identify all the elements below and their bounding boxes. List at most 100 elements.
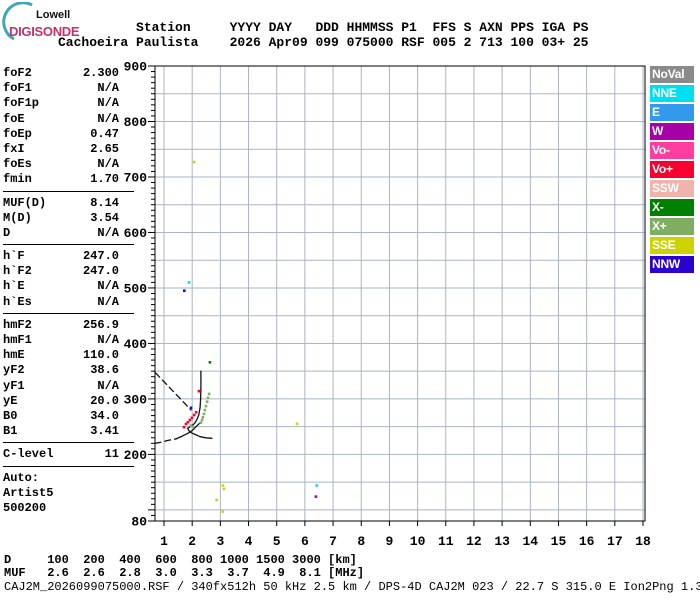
param-label: C-level bbox=[3, 447, 54, 462]
echo-point-vo+ bbox=[192, 413, 196, 417]
param-value: 38.6 bbox=[90, 363, 119, 378]
param-row: B1 3.41 bbox=[3, 424, 134, 439]
separator-line bbox=[3, 312, 134, 314]
param-row: foF1p N/A bbox=[3, 96, 134, 111]
param-label: foF1p bbox=[3, 96, 40, 111]
param-value: 247.0 bbox=[82, 264, 119, 279]
echo-point-x+ bbox=[199, 421, 203, 425]
echo-point-x+ bbox=[201, 415, 205, 419]
echo-point-x+ bbox=[203, 408, 207, 412]
param-row: B0 34.0 bbox=[3, 409, 134, 424]
param-row: fxI 2.65 bbox=[3, 142, 134, 157]
legend-item-x: X+ bbox=[650, 218, 694, 235]
y-axis-tick-label: 900 bbox=[124, 60, 148, 75]
param-row: hmF1 N/A bbox=[3, 333, 134, 348]
param-value: N/A bbox=[97, 333, 119, 347]
y-axis-tick-label: 600 bbox=[124, 226, 148, 241]
echo-point-vo+ bbox=[190, 416, 194, 420]
x-axis-tick-label: 1 bbox=[160, 534, 168, 549]
param-label: M(D) bbox=[3, 210, 32, 225]
legend-item-e: E bbox=[650, 104, 694, 121]
param-label: hmE bbox=[3, 348, 25, 363]
y-axis-tick-label: 500 bbox=[124, 281, 148, 296]
param-label: yF1 bbox=[3, 378, 25, 393]
direction-legend: NoVal NNE E W Vo- Vo+ SSW X- X+ SSE NNW bbox=[650, 66, 695, 275]
param-row: C-level 11 bbox=[3, 447, 134, 462]
legend-item-noval: NoVal bbox=[650, 66, 694, 83]
echo-point-sse bbox=[222, 487, 226, 491]
param-label: fxI bbox=[3, 141, 25, 156]
x-axis-tick-label: 18 bbox=[635, 534, 651, 549]
echo-point-x+ bbox=[200, 418, 204, 422]
legend-item-vo: Vo- bbox=[650, 142, 694, 159]
echo-point-nne bbox=[315, 484, 319, 487]
digisonde-logo: Lowell DIGISONDE bbox=[2, 1, 122, 42]
parameter-panel: foF2 2.300 foF1 N/A foF1p N/A foE N/A foEp 0.47 fx… bbox=[3, 66, 134, 516]
y-axis-tick-label: 400 bbox=[124, 337, 148, 352]
logo-digisonde-text: DIGISONDE bbox=[9, 24, 80, 39]
param-label: h`E bbox=[3, 279, 25, 294]
x-axis-tick-label: 11 bbox=[438, 534, 454, 549]
param-row: yE 20.0 bbox=[3, 394, 134, 409]
param-value: 256.9 bbox=[82, 317, 119, 332]
autoscaling-info-line: Artist5 bbox=[3, 485, 54, 500]
param-label: foE bbox=[3, 111, 25, 126]
echo-point-vo+ bbox=[194, 410, 198, 414]
chart-frame bbox=[154, 65, 646, 522]
curve-artist-trace-fit bbox=[187, 370, 213, 439]
param-value: N/A bbox=[97, 157, 119, 172]
x-axis-tick-label: 13 bbox=[494, 534, 510, 549]
param-value: N/A bbox=[97, 225, 119, 240]
param-value: N/A bbox=[97, 378, 119, 393]
param-value: 2.300 bbox=[82, 66, 119, 80]
x-axis-tick-label: 9 bbox=[386, 534, 394, 549]
echo-point-x- bbox=[208, 361, 212, 364]
param-row: h`E N/A bbox=[3, 279, 134, 294]
x-axis-tick-label: 16 bbox=[579, 534, 595, 549]
echo-point-sse bbox=[221, 484, 225, 487]
legend-item-x: X- bbox=[650, 199, 694, 216]
param-row: foE N/A bbox=[3, 112, 134, 127]
echo-point-x+ bbox=[202, 412, 206, 416]
param-value: 2.65 bbox=[90, 141, 119, 156]
param-label: h`F2 bbox=[3, 264, 32, 279]
echo-point-sse bbox=[192, 160, 196, 164]
echo-point-nnw bbox=[182, 289, 186, 293]
y-axis-tick-label: 800 bbox=[124, 115, 148, 130]
distance-row: D 100 200 400 600 800 1000 1500 3000 [km… bbox=[4, 553, 357, 567]
param-label: foEp bbox=[3, 126, 32, 141]
param-value: 247.0 bbox=[82, 249, 119, 264]
param-value: 110.0 bbox=[82, 348, 119, 363]
echo-point-x+ bbox=[207, 392, 211, 396]
param-label: h`Es bbox=[3, 294, 32, 309]
autoscaling-info-line: 500200 bbox=[3, 500, 47, 515]
param-value: N/A bbox=[97, 96, 119, 111]
echo-point-sse bbox=[215, 498, 218, 502]
echo-point-x+ bbox=[206, 396, 210, 400]
muf-row: MUF 2.6 2.6 2.8 3.0 3.3 3.7 4.9 8.1 [MHz… bbox=[4, 566, 365, 580]
param-label: MUF(D) bbox=[3, 195, 47, 210]
echo-point-vo+ bbox=[188, 418, 192, 422]
param-value: N/A bbox=[97, 81, 119, 96]
param-row: foF1 N/A bbox=[3, 81, 134, 96]
x-axis-tick-label: 8 bbox=[357, 534, 365, 549]
param-row: h`Es N/A bbox=[3, 295, 134, 310]
param-label: yF2 bbox=[3, 363, 25, 378]
echo-point-x+ bbox=[205, 400, 209, 404]
separator-line bbox=[3, 244, 134, 246]
param-row: yF2 38.6 bbox=[3, 363, 134, 378]
logo-arc-icon bbox=[2, 1, 33, 41]
param-value: 11 bbox=[104, 447, 119, 462]
param-label: fmin bbox=[3, 172, 32, 187]
curve-profile-extrapolated bbox=[154, 438, 177, 444]
param-label: B1 bbox=[3, 424, 18, 439]
status-line: CAJ2M_2026099075000.RSF / 340fx512h 50 k… bbox=[4, 580, 700, 594]
legend-item-vo: Vo+ bbox=[650, 161, 694, 178]
autoscaling-info-line: Auto: bbox=[3, 470, 40, 485]
param-value: N/A bbox=[97, 294, 119, 309]
param-row: fmin 1.70 bbox=[3, 172, 134, 187]
param-label: foEs bbox=[3, 157, 32, 172]
param-value: 8.14 bbox=[90, 195, 119, 210]
echo-point-vo+ bbox=[184, 422, 188, 426]
